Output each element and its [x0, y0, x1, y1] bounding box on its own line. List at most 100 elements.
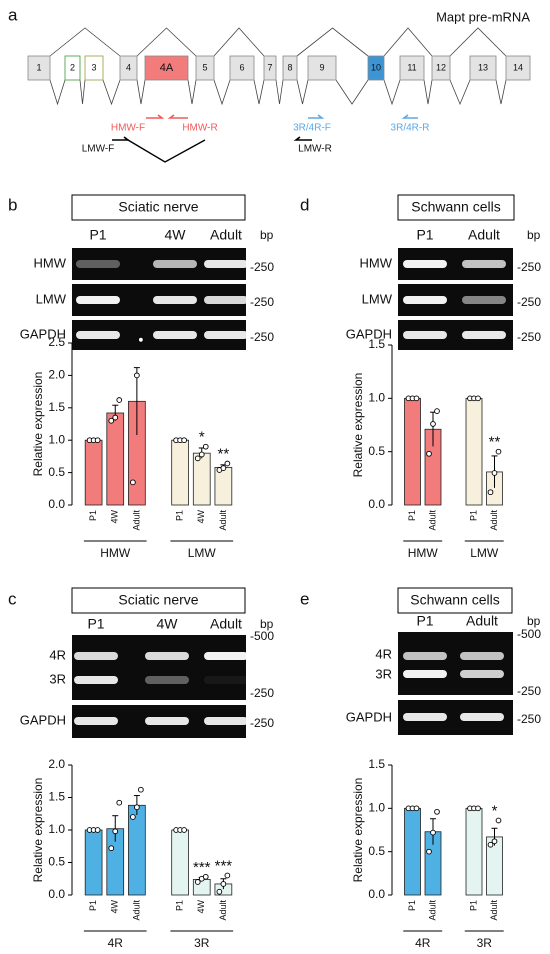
primer-arrow — [293, 136, 312, 141]
data-point — [138, 336, 144, 343]
exon-label: 5 — [202, 62, 207, 72]
data-point — [198, 451, 205, 458]
data-point — [430, 421, 436, 427]
row-label: HMW — [34, 255, 67, 270]
gel-band — [204, 296, 248, 304]
data-point — [134, 804, 140, 811]
y-tick-label: 0.5 — [48, 465, 65, 479]
row-label: GAPDH — [346, 326, 392, 341]
x-tick-label: Adult — [489, 510, 499, 531]
data-point — [487, 841, 494, 848]
size-marker: -250 — [250, 260, 274, 274]
panel-label: e — [300, 589, 309, 608]
splice-line — [449, 27, 507, 57]
gel-band — [403, 713, 447, 721]
y-tick-label: 1.0 — [48, 822, 65, 836]
row-label: GAPDH — [20, 326, 66, 341]
gel-band — [153, 296, 197, 304]
y-tick-label: 0.5 — [368, 844, 385, 858]
x-tick-label: P1 — [407, 510, 417, 521]
data-point — [194, 879, 201, 885]
data-point — [202, 443, 209, 450]
gel-band — [204, 676, 248, 684]
group-label: 4R — [415, 936, 431, 950]
y-tick-label: 0.0 — [368, 887, 385, 901]
exon-label: 1 — [36, 62, 41, 72]
gel-band — [460, 713, 504, 721]
data-point — [475, 805, 481, 812]
gel-band — [74, 676, 118, 684]
data-point — [181, 437, 187, 444]
x-tick-label: Adult — [218, 900, 228, 921]
x-tick-label: Adult — [427, 510, 437, 531]
splice-line — [275, 79, 284, 105]
group-label: 3R — [194, 936, 210, 950]
data-point — [495, 817, 502, 824]
splice-line — [102, 79, 121, 106]
row-label: 4R — [375, 646, 392, 661]
lane-label: 4W — [165, 227, 187, 243]
size-marker: -250 — [250, 686, 274, 700]
primer-label: HMW-F — [111, 123, 145, 134]
gel-band — [204, 717, 248, 725]
data-point — [130, 479, 136, 486]
exon-label: 13 — [478, 62, 488, 72]
bar — [84, 829, 103, 896]
junction-line — [127, 139, 206, 163]
data-point — [430, 829, 436, 836]
x-tick-label: P1 — [407, 900, 417, 911]
panel-label: d — [300, 195, 309, 214]
y-tick-label: 1.0 — [368, 391, 385, 405]
significance: *** — [193, 859, 211, 876]
exon-label: 14 — [513, 62, 523, 72]
exon-label: 9 — [319, 62, 324, 72]
exon — [263, 55, 277, 81]
data-point — [194, 455, 201, 462]
gel-band — [153, 331, 197, 339]
group-label: LMW — [470, 546, 499, 560]
exon — [84, 55, 104, 81]
exon-label: 3 — [91, 62, 96, 72]
data-point — [434, 808, 440, 815]
bar — [192, 452, 211, 506]
size-marker: -500 — [517, 627, 541, 641]
lane-label: P1 — [89, 227, 106, 243]
data-point — [116, 397, 123, 403]
exon — [505, 55, 531, 81]
data-point — [434, 408, 440, 414]
significance: * — [492, 802, 498, 819]
y-tick-label: 2.5 — [48, 335, 65, 349]
x-tick-label: P1 — [88, 900, 98, 911]
gel-band — [462, 260, 506, 268]
exon — [195, 55, 215, 81]
x-tick-label: Adult — [218, 510, 228, 531]
x-tick-label: P1 — [175, 510, 185, 521]
title-box — [71, 194, 246, 221]
exon-label: 2 — [70, 62, 75, 72]
data-point — [491, 470, 498, 476]
significance: ** — [218, 445, 230, 462]
primer-label: LMW-F — [82, 144, 115, 155]
gel-band — [76, 296, 120, 304]
exon-label: 12 — [436, 62, 446, 72]
row-label: 3R — [375, 666, 392, 681]
significance: * — [199, 429, 205, 446]
box-title: Sciatic nerve — [118, 592, 198, 608]
gel-band — [403, 331, 447, 339]
exon — [229, 55, 255, 81]
row-label: LMW — [362, 291, 393, 306]
lane-label: Adult — [210, 616, 242, 632]
gel-band — [145, 717, 189, 725]
x-tick-label: P1 — [468, 900, 478, 911]
exon — [119, 55, 138, 81]
gel-band — [403, 260, 447, 268]
size-marker: -250 — [250, 330, 274, 344]
x-tick-label: 4W — [196, 899, 206, 913]
x-tick-label: P1 — [468, 510, 478, 521]
bar — [465, 807, 483, 896]
box-title: Sciatic nerve — [118, 199, 198, 215]
primer-arrow — [146, 114, 165, 119]
splice-line — [296, 79, 309, 105]
data-point — [94, 437, 101, 444]
x-tick-label: Adult — [131, 510, 141, 531]
